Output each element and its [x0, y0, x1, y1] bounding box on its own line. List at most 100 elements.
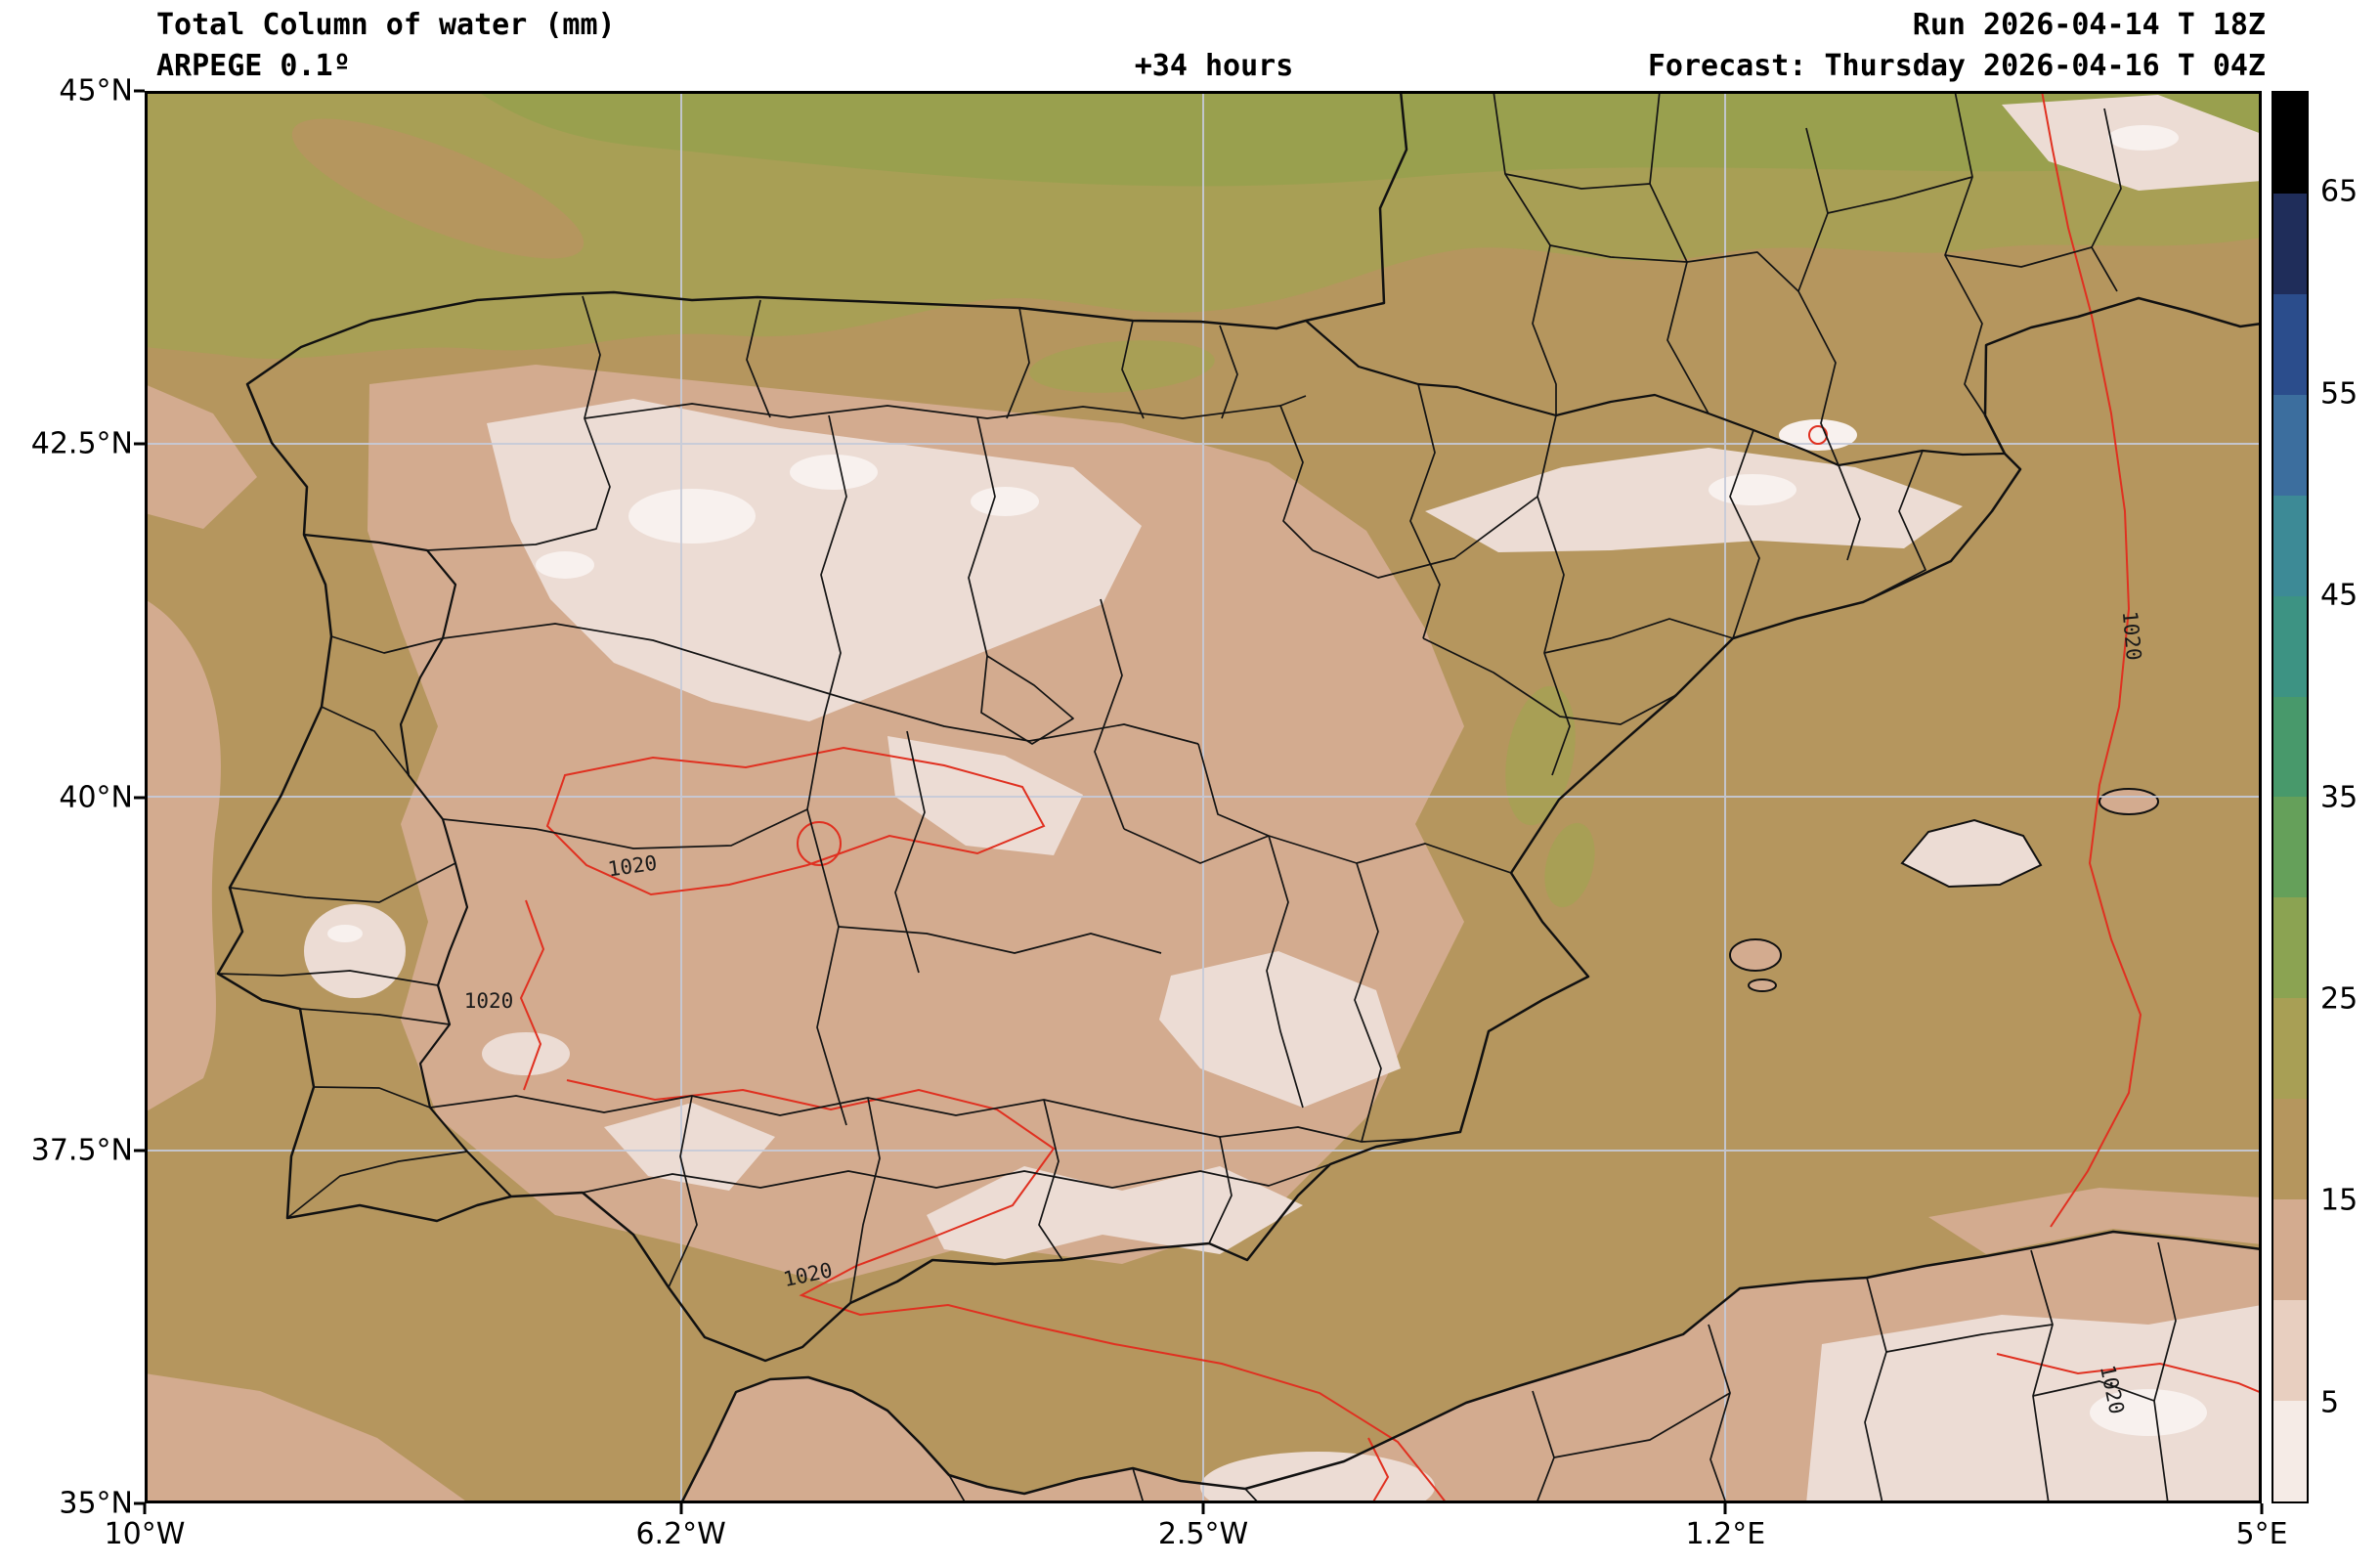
boundary-line — [1862, 450, 1926, 603]
colorbar-tick-label: 15 — [2320, 1183, 2358, 1218]
chart-title: Total Column of water (mm) — [156, 8, 616, 42]
colorbar-segment — [2273, 93, 2307, 194]
boundary-line — [2030, 1249, 2054, 1503]
colorbar-segment — [2273, 1199, 2307, 1301]
dry-spot-2 — [790, 455, 878, 490]
boundary-line — [1266, 835, 1304, 1109]
boundary-line — [217, 970, 439, 986]
boundary-line — [1121, 320, 1145, 419]
med-coast-strip — [1928, 1188, 2262, 1254]
ibiza-island — [1729, 938, 1782, 972]
map-plot-area: 1020 1020 1020 1020 1020 — [145, 91, 2262, 1503]
colorbar-segment — [2273, 1300, 2307, 1401]
colorbar-tick-label: 25 — [2320, 981, 2358, 1017]
boundary-line — [2153, 1241, 2177, 1503]
portugal-spain-border — [303, 533, 512, 1197]
x-tick-label: 6.2°W — [635, 1517, 726, 1551]
boundary-line — [1885, 1324, 2054, 1353]
colorbar-tick-label: 5 — [2320, 1385, 2340, 1420]
mallorca-island — [1900, 818, 2043, 889]
lead-time-label: +34 hours — [1134, 49, 1294, 83]
dry-region-south-coast — [927, 1166, 1303, 1259]
boundary-line — [1944, 91, 1986, 416]
boundary-line — [229, 862, 456, 903]
dry-region-ebro — [1425, 448, 1963, 552]
dry-streak-topleft — [291, 118, 584, 259]
colorbar-tick-label: 45 — [2320, 578, 2358, 613]
dry-spot-africa — [2090, 1389, 2207, 1436]
boundary-line — [1422, 637, 1677, 725]
y-tick-mark — [134, 89, 145, 93]
y-tick-mark — [134, 1149, 145, 1153]
x-tick-mark — [1723, 1503, 1727, 1514]
boundary-line — [838, 926, 1162, 954]
model-label: ARPEGE 0.1º — [156, 49, 351, 83]
boundary-line — [2032, 1380, 2155, 1402]
boundary-line — [1279, 405, 1314, 551]
colorbar-segment — [2273, 495, 2307, 596]
x-tick-mark — [1201, 1503, 1205, 1514]
y-tick-label: 35°N — [59, 1486, 133, 1521]
y-tick-mark — [134, 796, 145, 799]
atlantic-moist-streak-upper — [145, 384, 257, 529]
boundary-line — [442, 808, 808, 849]
boundary-line — [313, 1086, 431, 1109]
colorbar-segment — [2273, 394, 2307, 496]
boundary-line — [1797, 127, 1839, 466]
iberia-weather-map: 1020 1020 1020 1020 1020 — [145, 91, 2262, 1503]
colorbar-segment — [2273, 1400, 2307, 1501]
isobar-africa — [1996, 1353, 2262, 1394]
isobar-alboran — [1367, 1437, 1390, 1503]
colorbar-segment — [2273, 897, 2307, 999]
isobar-south-iberia — [566, 1079, 1448, 1503]
isobar-central-spain — [545, 746, 1046, 896]
boundary-line — [1197, 743, 1270, 837]
colorbar-segment — [2273, 998, 2307, 1100]
boundary-line — [286, 1151, 468, 1219]
boundary-line — [582, 1163, 1331, 1194]
boundary-line — [1838, 464, 1861, 561]
boundary-line — [1493, 91, 1557, 415]
boundary-line — [746, 299, 771, 418]
boundary-line — [1094, 598, 1125, 830]
boundary-line — [1504, 173, 1651, 190]
boundary-line — [321, 706, 410, 776]
x-tick-label: 5°E — [2235, 1517, 2288, 1551]
dry-spot-topright — [2108, 125, 2179, 151]
y-tick-mark — [134, 442, 145, 446]
boundary-line — [442, 623, 1199, 745]
dry-spot-4 — [971, 487, 1039, 516]
dry-spot-extremadura — [482, 1032, 570, 1075]
dry-region-castilla — [487, 399, 1142, 721]
y-tick-label: 37.5°N — [30, 1133, 133, 1168]
boundary-line — [1729, 429, 1760, 639]
boundary-line — [1123, 828, 1512, 874]
y-tick-label: 42.5°N — [30, 426, 133, 461]
isobar-tiny-ne — [1808, 425, 1828, 445]
colorbar-tick-label: 65 — [2320, 174, 2358, 209]
x-tick-label: 2.5°W — [1157, 1517, 1249, 1551]
boundary-line — [1208, 1136, 1233, 1244]
colorbar-segment — [2273, 1099, 2307, 1200]
boundary-line — [1409, 383, 1441, 639]
boundary-line — [1038, 1099, 1063, 1261]
boundary-line — [980, 655, 1074, 745]
forecast-valid-label: Forecast: Thursday 2026-04-16 T 04Z — [1647, 49, 2266, 83]
x-tick-label: 1.2°E — [1685, 1517, 1766, 1551]
dry-spot-3 — [536, 551, 594, 579]
moist-patch-valencia-2 — [1544, 822, 1595, 908]
boundary-line — [330, 635, 444, 654]
isobar-west-iberia — [519, 899, 545, 1091]
colorbar-segment — [2273, 696, 2307, 798]
boundary-line — [968, 416, 996, 657]
boundary-line — [1864, 1277, 1887, 1503]
admin-boundary-layer — [217, 91, 2177, 1503]
atlantic-moist-corner — [145, 1373, 469, 1503]
x-tick-mark — [679, 1503, 683, 1514]
boundary-line — [584, 395, 1307, 419]
dry-spot-6 — [1779, 419, 1857, 451]
boundary-line — [299, 1008, 451, 1025]
x-tick-mark — [2260, 1503, 2264, 1514]
boundary-line — [1354, 862, 1382, 1143]
dry-region-portugal — [304, 904, 406, 998]
